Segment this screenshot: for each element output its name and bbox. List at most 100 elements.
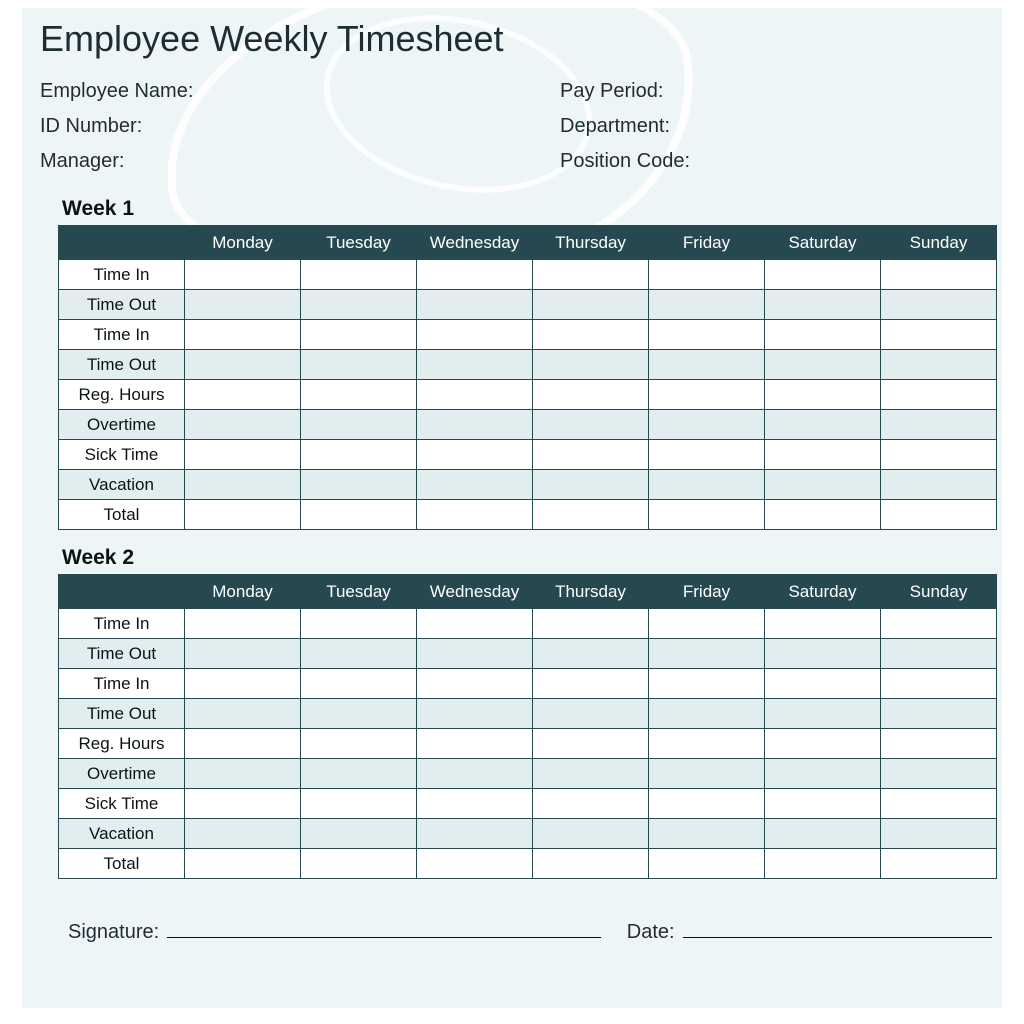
time-cell[interactable] <box>649 260 765 290</box>
time-cell[interactable] <box>649 729 765 759</box>
time-cell[interactable] <box>417 350 533 380</box>
time-cell[interactable] <box>417 789 533 819</box>
time-cell[interactable] <box>533 440 649 470</box>
time-cell[interactable] <box>185 380 301 410</box>
time-cell[interactable] <box>417 609 533 639</box>
time-cell[interactable] <box>417 819 533 849</box>
time-cell[interactable] <box>301 470 417 500</box>
time-cell[interactable] <box>301 789 417 819</box>
time-cell[interactable] <box>765 639 881 669</box>
time-cell[interactable] <box>185 819 301 849</box>
time-cell[interactable] <box>533 639 649 669</box>
time-cell[interactable] <box>881 380 997 410</box>
time-cell[interactable] <box>533 819 649 849</box>
time-cell[interactable] <box>301 819 417 849</box>
time-cell[interactable] <box>765 699 881 729</box>
time-cell[interactable] <box>881 350 997 380</box>
time-cell[interactable] <box>881 849 997 879</box>
time-cell[interactable] <box>649 759 765 789</box>
time-cell[interactable] <box>301 699 417 729</box>
time-cell[interactable] <box>301 729 417 759</box>
time-cell[interactable] <box>417 410 533 440</box>
time-cell[interactable] <box>185 759 301 789</box>
time-cell[interactable] <box>533 789 649 819</box>
time-cell[interactable] <box>417 500 533 530</box>
time-cell[interactable] <box>533 669 649 699</box>
time-cell[interactable] <box>301 669 417 699</box>
time-cell[interactable] <box>765 350 881 380</box>
time-cell[interactable] <box>765 470 881 500</box>
time-cell[interactable] <box>533 350 649 380</box>
time-cell[interactable] <box>881 759 997 789</box>
time-cell[interactable] <box>881 639 997 669</box>
time-cell[interactable] <box>301 290 417 320</box>
time-cell[interactable] <box>533 759 649 789</box>
time-cell[interactable] <box>185 849 301 879</box>
time-cell[interactable] <box>533 470 649 500</box>
time-cell[interactable] <box>417 260 533 290</box>
time-cell[interactable] <box>881 260 997 290</box>
time-cell[interactable] <box>881 470 997 500</box>
time-cell[interactable] <box>301 849 417 879</box>
time-cell[interactable] <box>765 609 881 639</box>
time-cell[interactable] <box>185 320 301 350</box>
time-cell[interactable] <box>301 759 417 789</box>
time-cell[interactable] <box>301 500 417 530</box>
time-cell[interactable] <box>881 729 997 759</box>
time-cell[interactable] <box>301 260 417 290</box>
time-cell[interactable] <box>649 290 765 320</box>
time-cell[interactable] <box>881 609 997 639</box>
time-cell[interactable] <box>417 470 533 500</box>
time-cell[interactable] <box>881 699 997 729</box>
time-cell[interactable] <box>765 440 881 470</box>
time-cell[interactable] <box>881 819 997 849</box>
time-cell[interactable] <box>649 609 765 639</box>
time-cell[interactable] <box>185 729 301 759</box>
time-cell[interactable] <box>765 849 881 879</box>
time-cell[interactable] <box>765 260 881 290</box>
time-cell[interactable] <box>881 320 997 350</box>
time-cell[interactable] <box>649 819 765 849</box>
time-cell[interactable] <box>765 410 881 440</box>
time-cell[interactable] <box>301 380 417 410</box>
time-cell[interactable] <box>649 410 765 440</box>
time-cell[interactable] <box>417 669 533 699</box>
time-cell[interactable] <box>417 290 533 320</box>
time-cell[interactable] <box>649 350 765 380</box>
time-cell[interactable] <box>185 669 301 699</box>
time-cell[interactable] <box>649 500 765 530</box>
time-cell[interactable] <box>533 699 649 729</box>
time-cell[interactable] <box>649 320 765 350</box>
time-cell[interactable] <box>765 729 881 759</box>
time-cell[interactable] <box>185 260 301 290</box>
time-cell[interactable] <box>185 350 301 380</box>
time-cell[interactable] <box>417 759 533 789</box>
time-cell[interactable] <box>765 380 881 410</box>
time-cell[interactable] <box>881 500 997 530</box>
time-cell[interactable] <box>765 290 881 320</box>
time-cell[interactable] <box>881 789 997 819</box>
time-cell[interactable] <box>185 470 301 500</box>
time-cell[interactable] <box>649 380 765 410</box>
time-cell[interactable] <box>533 320 649 350</box>
time-cell[interactable] <box>185 639 301 669</box>
time-cell[interactable] <box>301 350 417 380</box>
time-cell[interactable] <box>417 699 533 729</box>
time-cell[interactable] <box>301 320 417 350</box>
time-cell[interactable] <box>301 440 417 470</box>
time-cell[interactable] <box>649 669 765 699</box>
time-cell[interactable] <box>533 849 649 879</box>
time-cell[interactable] <box>765 500 881 530</box>
time-cell[interactable] <box>185 500 301 530</box>
time-cell[interactable] <box>185 699 301 729</box>
time-cell[interactable] <box>881 290 997 320</box>
time-cell[interactable] <box>417 440 533 470</box>
time-cell[interactable] <box>417 380 533 410</box>
time-cell[interactable] <box>301 410 417 440</box>
time-cell[interactable] <box>417 849 533 879</box>
time-cell[interactable] <box>533 609 649 639</box>
time-cell[interactable] <box>649 699 765 729</box>
signature-line[interactable] <box>167 937 601 938</box>
time-cell[interactable] <box>533 729 649 759</box>
time-cell[interactable] <box>185 290 301 320</box>
